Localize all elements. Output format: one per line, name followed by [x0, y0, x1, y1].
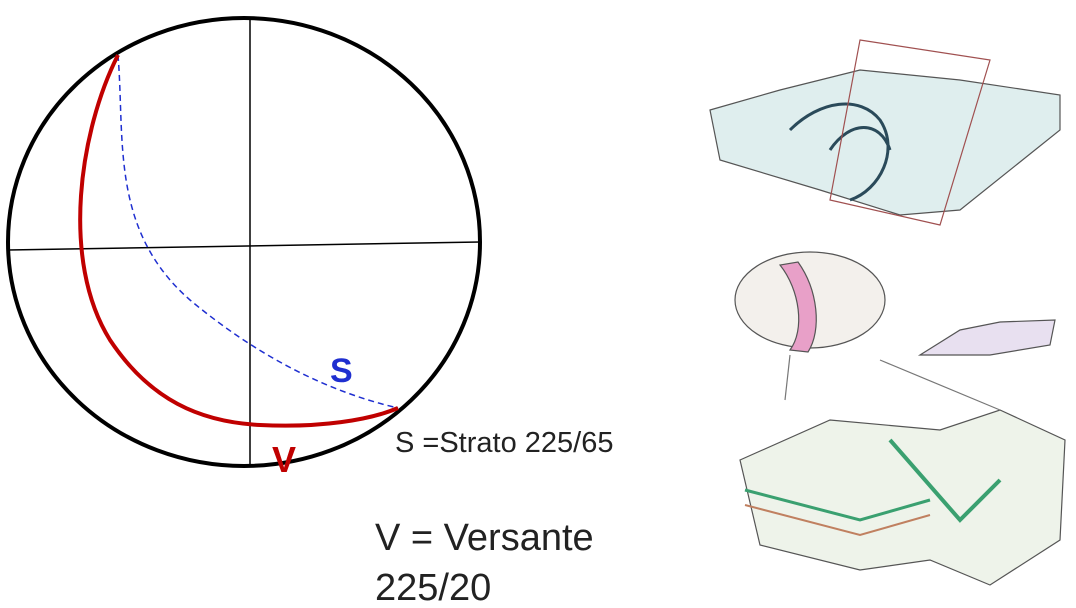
sketch	[710, 40, 1065, 585]
versante-legend: V = Versante	[375, 517, 594, 559]
strato-symbol: S	[330, 352, 353, 390]
versante-symbol: V	[272, 439, 296, 480]
stereonet: S V	[8, 18, 480, 480]
horizontal-axis	[8, 242, 480, 250]
versante-attitude: 225/20	[375, 567, 491, 608]
strato-great-circle	[118, 55, 398, 408]
net-circle	[8, 18, 480, 466]
strato-legend: S =Strato 225/65	[395, 427, 613, 459]
page: S V S =Strato 225/65 V = Versante 225/20	[0, 0, 1076, 608]
